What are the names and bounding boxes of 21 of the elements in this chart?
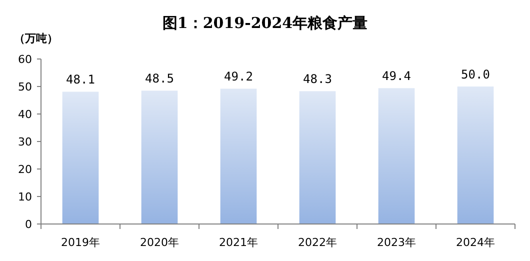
y-tick-label: 60 bbox=[18, 53, 32, 66]
data-label: 50.0 bbox=[461, 68, 490, 82]
y-tick-label: 40 bbox=[18, 108, 32, 121]
chart-title: 图1：2019-2024年粮食产量 bbox=[162, 14, 368, 32]
y-tick-label: 30 bbox=[18, 136, 32, 148]
y-axis-title: （万吨） bbox=[14, 32, 58, 45]
x-tick-label: 2021年 bbox=[219, 236, 258, 249]
data-label: 49.4 bbox=[382, 69, 411, 84]
x-tick-label: 2024年 bbox=[456, 236, 495, 249]
y-tick-label: 50 bbox=[18, 80, 32, 94]
data-label: 49.2 bbox=[224, 70, 253, 84]
y-tick-label: 10 bbox=[18, 190, 32, 204]
x-tick-label: 2020年 bbox=[140, 236, 179, 249]
data-label: 48.5 bbox=[145, 72, 174, 86]
x-tick-label: 2023年 bbox=[377, 236, 416, 249]
x-tick-label: 2022年 bbox=[298, 236, 337, 249]
x-tick-label: 2019年 bbox=[61, 236, 100, 249]
y-tick-label: 20 bbox=[18, 163, 32, 176]
data-label: 48.3 bbox=[303, 72, 332, 86]
data-label: 48.1 bbox=[66, 72, 95, 87]
y-tick-label: 0 bbox=[25, 218, 32, 231]
